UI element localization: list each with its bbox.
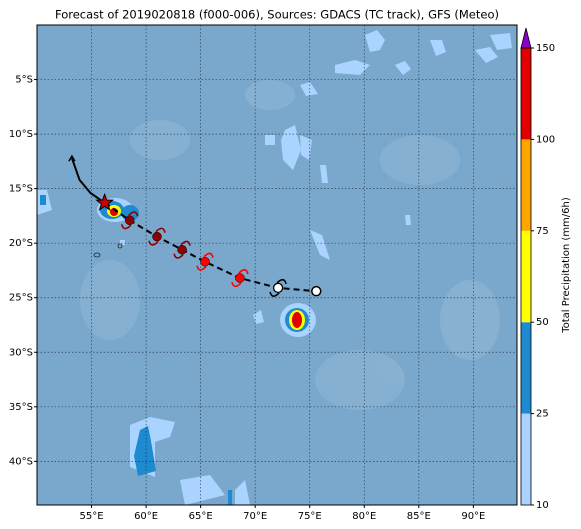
colorbar-tick-label: 50 <box>536 317 549 328</box>
cyclone-arms <box>269 278 287 297</box>
colorbar-tick-label: 100 <box>536 134 555 145</box>
colorbar-tick-label: 25 <box>536 409 549 420</box>
islands <box>93 243 123 258</box>
cyclone-arms <box>231 269 249 288</box>
cyclone-arms <box>120 211 139 230</box>
y-tick-label: 25°S <box>9 293 33 304</box>
map-frame <box>36 24 518 506</box>
graticule <box>37 25 517 505</box>
colorbar-extension <box>520 27 532 49</box>
cyclone-center <box>152 231 162 242</box>
x-tick-label: 70°E <box>243 511 267 522</box>
cloud-texture <box>80 80 500 410</box>
precip-very-high <box>292 312 302 328</box>
x-tick-label: 90°E <box>461 511 485 522</box>
colorbar-frame <box>520 47 532 506</box>
y-tick-label: 40°S <box>9 456 33 467</box>
y-tick-label: 30°S <box>9 347 33 358</box>
colorbar-tick-label: 10 <box>536 500 549 511</box>
cyclone-center <box>177 244 187 255</box>
colorbar-segment <box>521 48 531 140</box>
track-point <box>120 211 139 230</box>
cyclone-track <box>68 154 322 297</box>
y-tick-label: 15°S <box>9 184 33 195</box>
axes: 55°E 60°E 65°E 70°E 75°E 80°E 85°E 90°E 5°S 10°S 1… <box>9 75 485 522</box>
cyclone-center <box>272 282 284 294</box>
x-tick-label: 75°E <box>298 511 322 522</box>
cyclone-arms <box>148 227 166 246</box>
track-point <box>269 278 287 297</box>
y-tick-label: 35°S <box>9 402 33 413</box>
colorbar-segment <box>521 139 531 231</box>
track-point <box>231 269 249 288</box>
track-point <box>148 227 166 246</box>
cyclone-arms <box>173 240 191 259</box>
x-tick-label: 55°E <box>80 511 104 522</box>
track-point <box>173 240 191 259</box>
y-tick-label: 20°S <box>9 238 33 249</box>
ocean <box>37 25 517 505</box>
colorbar-segment <box>521 322 531 414</box>
colorbar-tick-label: 150 <box>536 43 555 54</box>
track-point <box>196 252 214 271</box>
colorbar: 10 25 50 75 100 150 <box>520 27 555 511</box>
colorbar-segment <box>521 413 531 505</box>
x-tick-label: 60°E <box>134 511 158 522</box>
cyclone-center <box>200 256 210 267</box>
track-point <box>95 192 115 211</box>
y-tick-label: 10°S <box>9 129 33 140</box>
cyclone-center <box>124 215 135 226</box>
forecast-track-line <box>104 201 317 293</box>
star-marker <box>95 192 115 211</box>
map-area <box>37 25 517 505</box>
circle-marker <box>311 285 322 297</box>
colorbar-segment <box>521 230 531 323</box>
x-tick-label: 65°E <box>189 511 213 522</box>
y-tick-label: 5°S <box>15 75 33 86</box>
colorbar-label: Total Precipitation (mm/6h) <box>561 197 572 334</box>
track-start-arrow <box>68 154 76 162</box>
x-tick-label: 85°E <box>407 511 431 522</box>
map-title: Forecast of 2019020818 (f000-006), Sourc… <box>55 8 499 22</box>
cyclone-center <box>235 273 245 283</box>
cyclone-arms <box>196 252 214 271</box>
past-track-line <box>70 157 106 204</box>
colorbar-tick-label: 75 <box>536 226 549 237</box>
track-point <box>311 285 322 297</box>
x-tick-label: 80°E <box>352 511 376 522</box>
